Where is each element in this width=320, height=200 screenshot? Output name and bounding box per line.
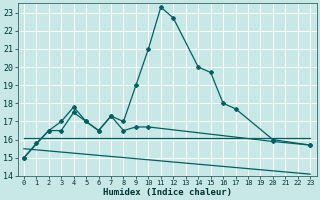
- X-axis label: Humidex (Indice chaleur): Humidex (Indice chaleur): [103, 188, 232, 197]
